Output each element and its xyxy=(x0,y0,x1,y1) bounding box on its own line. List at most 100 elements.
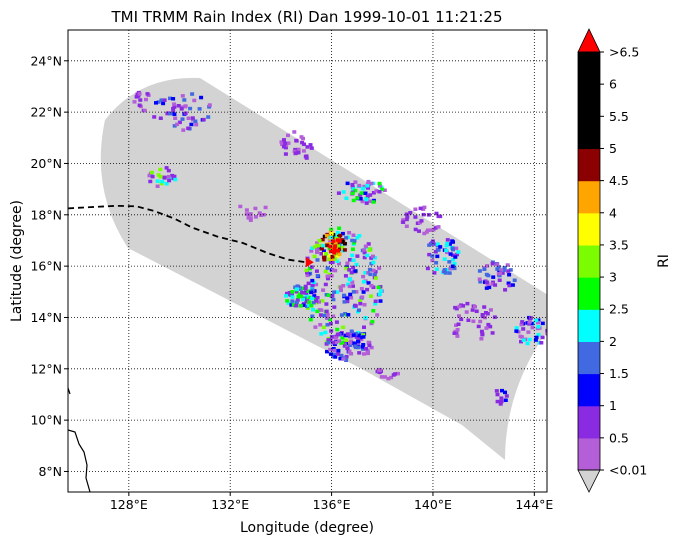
colorbar-swatch xyxy=(578,405,600,439)
rain-pixel xyxy=(477,277,482,281)
rain-pixel xyxy=(309,265,314,269)
rain-pixel xyxy=(137,103,142,107)
rain-pixel xyxy=(496,265,501,269)
rain-pixel xyxy=(377,368,382,372)
rain-pixel xyxy=(471,319,476,323)
rain-pixel xyxy=(164,166,169,170)
rain-pixel xyxy=(361,274,366,279)
rain-pixel xyxy=(373,302,378,306)
rain-pixel xyxy=(322,255,326,260)
rain-pixel xyxy=(328,347,333,352)
rain-pixel xyxy=(526,330,531,334)
rain-pixel xyxy=(333,340,338,345)
rain-pixel xyxy=(168,111,173,116)
rain-pixel xyxy=(404,217,409,222)
colorbar-swatch xyxy=(578,52,600,85)
rain-pixel xyxy=(166,168,171,173)
rain-pixel xyxy=(295,284,300,288)
rain-pixel xyxy=(340,336,345,340)
rain-pixel xyxy=(534,335,539,340)
rain-pixel xyxy=(364,347,368,351)
rain-pixel xyxy=(327,246,332,251)
rain-pixel xyxy=(336,332,341,336)
rain-pixel xyxy=(422,231,427,236)
rain-pixel xyxy=(451,240,455,244)
rain-pixel xyxy=(305,304,309,309)
rain-pixel xyxy=(366,351,370,356)
rain-pixel xyxy=(452,331,457,335)
rain-pixel xyxy=(351,258,356,262)
rain-pixel xyxy=(158,175,163,179)
rain-pixel xyxy=(396,371,400,376)
rain-pixel xyxy=(285,291,289,296)
rain-pixel xyxy=(326,293,331,297)
storm-track-line xyxy=(68,204,307,264)
rain-pixel xyxy=(482,305,487,309)
rain-pixel xyxy=(341,284,346,288)
rain-pixel xyxy=(166,174,171,179)
rain-pixel xyxy=(478,319,483,324)
rain-pixel xyxy=(339,288,343,293)
rain-pixel xyxy=(427,243,432,247)
rain-pixel xyxy=(315,274,320,278)
rain-pixel xyxy=(327,317,332,322)
rain-pixel xyxy=(519,339,523,344)
rain-pixel xyxy=(172,102,177,106)
rain-pixel xyxy=(320,237,325,242)
rain-pixel xyxy=(362,250,367,255)
rain-pixel xyxy=(500,388,504,393)
rain-pixel xyxy=(156,100,161,104)
rain-pixel xyxy=(350,280,355,284)
rain-pixel xyxy=(525,341,530,346)
y-axis-ticks: 8°N 10°N 12°N 14°N 16°N 18°N 20°N 22°N 24°N xyxy=(30,53,68,479)
rain-pixel xyxy=(438,214,443,219)
rain-pixel xyxy=(337,226,342,230)
rain-pixel xyxy=(331,239,336,243)
rain-pixel xyxy=(253,215,258,219)
rain-pixel xyxy=(328,235,333,240)
rain-pixel xyxy=(436,225,441,229)
rain-pixel xyxy=(479,337,484,341)
rain-pixel xyxy=(281,144,286,149)
rain-pixel xyxy=(404,224,409,228)
rain-pixel xyxy=(528,316,533,320)
rain-pixel xyxy=(498,272,503,276)
rain-pixel xyxy=(506,281,511,285)
colorbar-frame xyxy=(577,51,601,471)
rain-pixel xyxy=(536,318,541,322)
colorbar-tick-label: 4.5 xyxy=(609,173,629,188)
rain-pixel xyxy=(357,308,361,312)
rain-pixel xyxy=(360,345,365,349)
rain-pixel xyxy=(378,289,383,293)
rain-pixel xyxy=(339,341,344,345)
rain-pixel xyxy=(365,253,370,258)
rain-pixel xyxy=(248,218,253,222)
rain-pixel xyxy=(246,216,251,220)
rain-pixel xyxy=(346,282,351,287)
rain-pixel xyxy=(279,140,284,144)
x-tick-label: 136°E xyxy=(313,497,351,512)
rain-pixel xyxy=(170,173,175,178)
rain-pixel xyxy=(290,290,295,294)
rain-pixel xyxy=(316,244,321,248)
rain-pixel xyxy=(362,352,366,356)
rain-pixel xyxy=(500,271,505,275)
rain-pixel xyxy=(421,212,426,217)
rain-pixel xyxy=(324,233,329,238)
rain-pixel xyxy=(310,246,315,250)
rain-pixel xyxy=(172,124,177,128)
rain-pixel xyxy=(332,305,337,309)
rain-pixel xyxy=(156,173,161,177)
rain-pixel xyxy=(345,296,350,300)
rain-pixel xyxy=(291,303,296,307)
rain-pixel xyxy=(497,278,502,282)
rain-pixel xyxy=(345,181,350,186)
rain-pixel xyxy=(452,262,457,266)
rain-pixel xyxy=(286,141,291,145)
colorbar-swatch xyxy=(578,180,600,214)
rain-pixel xyxy=(490,331,495,335)
rain-pixel xyxy=(361,333,366,337)
rain-pixel xyxy=(162,98,167,102)
rain-pixel xyxy=(317,247,322,251)
